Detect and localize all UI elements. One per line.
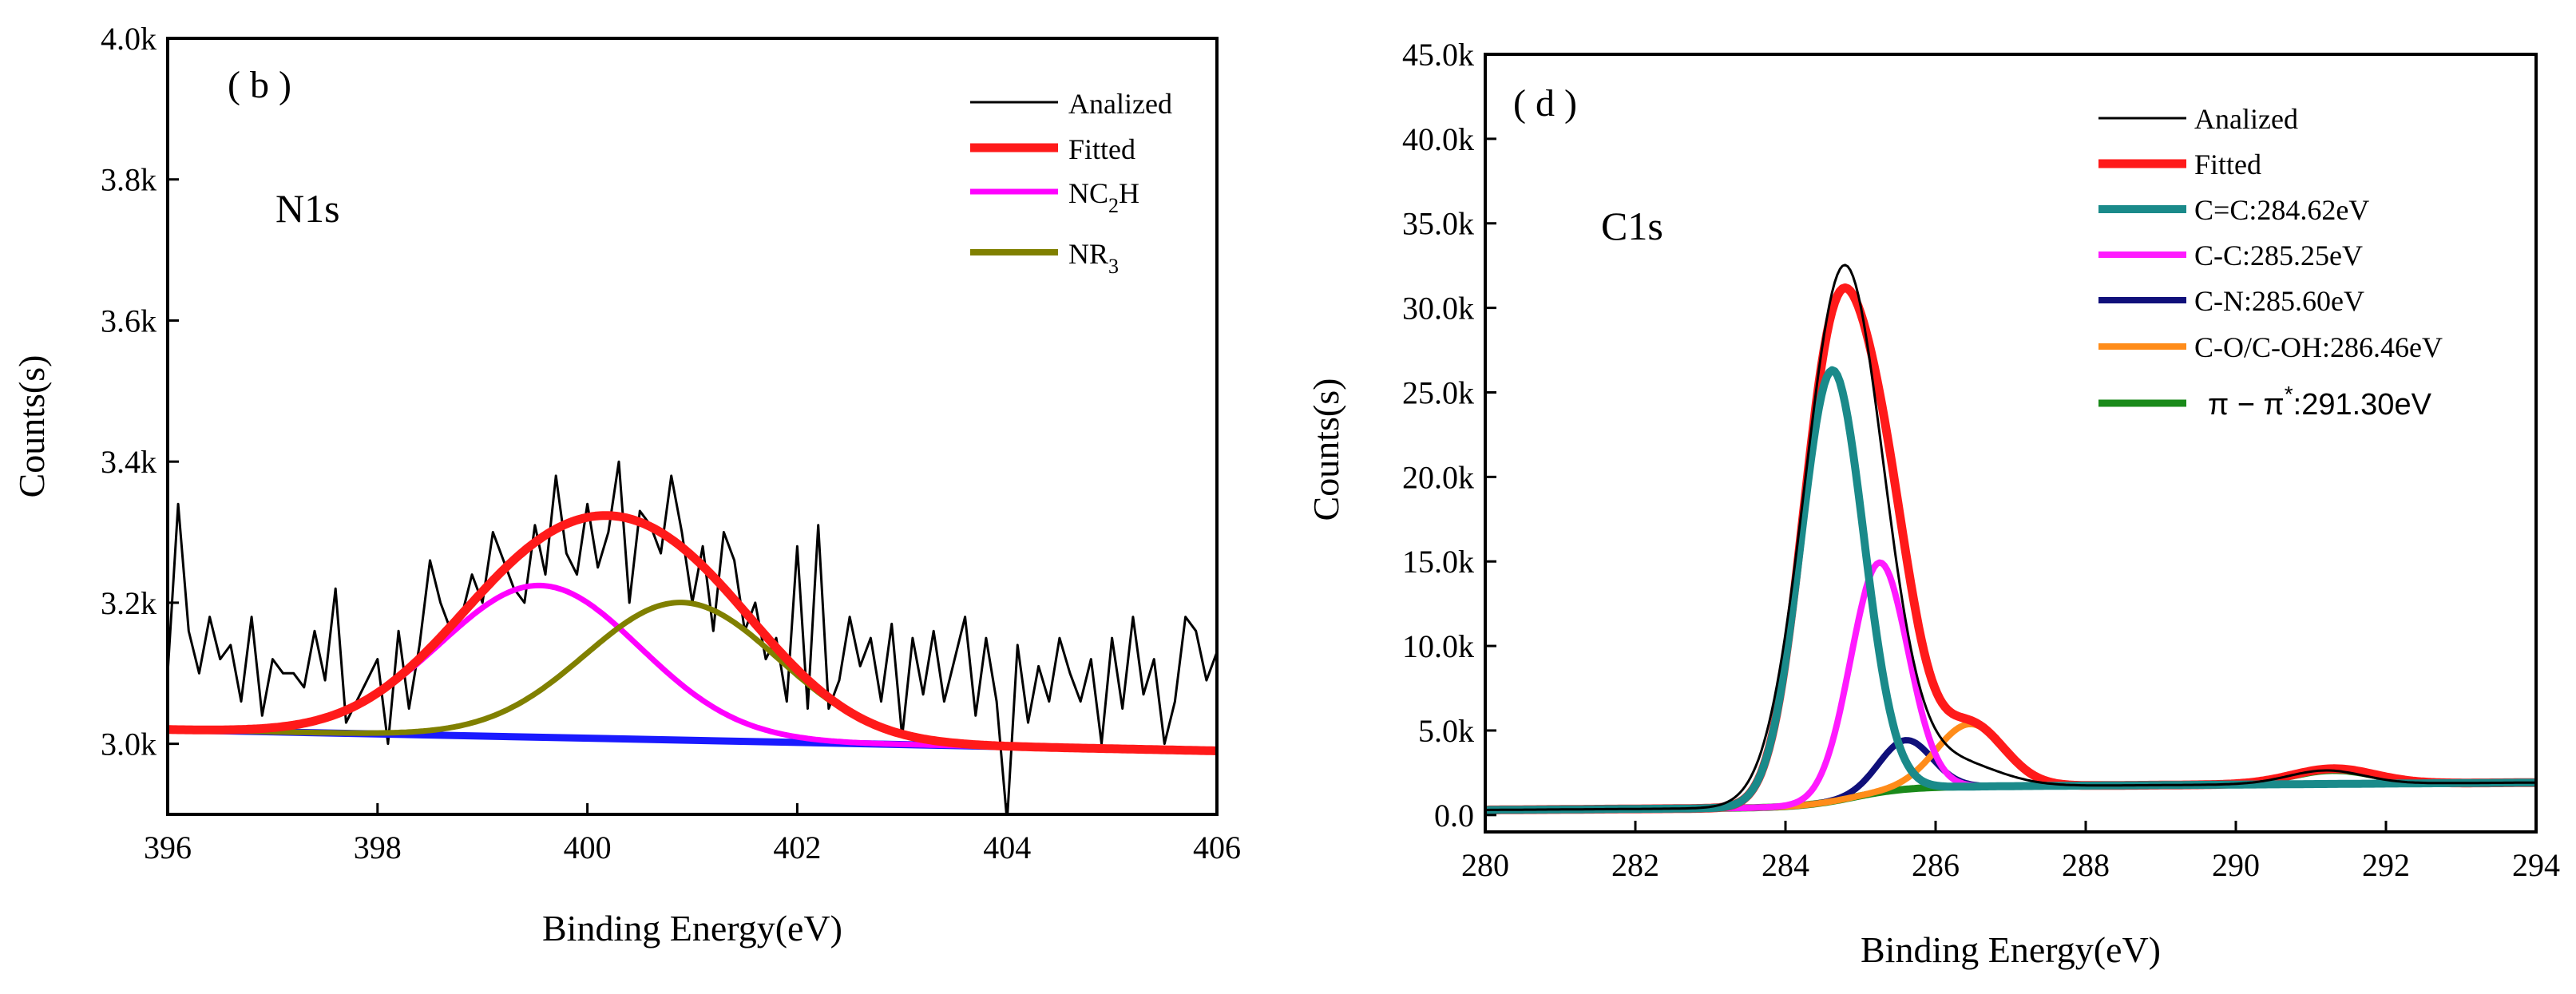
series-analized <box>168 460 1217 814</box>
legend-label: π − π*:291.30eV <box>2208 382 2432 422</box>
x-tick-label: 396 <box>144 830 192 865</box>
y-tick-label: 35.0k <box>1402 206 1474 242</box>
plot-frame <box>166 37 1219 816</box>
y-tick-label: 40.0k <box>1402 121 1474 157</box>
y-tick-label: 3.8k <box>101 162 157 198</box>
legend-label: C-O/C-OH:286.46eV <box>2194 331 2443 363</box>
x-tick-label: 284 <box>1762 847 1809 883</box>
y-tick-label: 45.0k <box>1402 37 1474 73</box>
y-tick-label: 30.0k <box>1402 291 1474 327</box>
y-tick-label: 0.0 <box>1434 798 1474 834</box>
y-axis-label: Counts(s) <box>1306 378 1346 521</box>
x-tick-label: 286 <box>1912 847 1960 883</box>
x-tick-label: 280 <box>1461 847 1509 883</box>
x-tick-label: 404 <box>983 830 1031 865</box>
x-tick-label: 402 <box>773 830 821 865</box>
x-axis-label: Binding Energy(eV) <box>1861 929 2161 970</box>
series-analized <box>1485 263 2536 811</box>
legend-label: C-N:285.60eV <box>2194 285 2364 317</box>
series-fitted <box>168 511 1217 755</box>
y-tick-label: 15.0k <box>1402 544 1474 580</box>
y-tick-label: 5.0k <box>1418 713 1474 749</box>
y-axis-label: Counts(s) <box>11 355 52 498</box>
legend: Analized Fitted C=C:284.62eV C-C:285.25e… <box>2098 103 2443 422</box>
x-tick-label: 288 <box>2062 847 2110 883</box>
legend-label: C-C:285.25eV <box>2194 240 2363 271</box>
series-c-o-c-oh-286-46ev <box>1485 720 2536 814</box>
y-tick-label: 4.0k <box>101 21 157 57</box>
series-fitted <box>1485 283 2536 814</box>
y-tick-label: 20.0k <box>1402 459 1474 495</box>
element-label: N1s <box>275 186 340 231</box>
y-tick-label: 3.4k <box>101 444 157 480</box>
chart-c1s: 280 282 284 286 288 290 292 294 0.0 5.0k 10.0k 15.0… <box>1306 37 2560 970</box>
y-tick-label: 25.0k <box>1402 374 1474 410</box>
x-tick-label: 292 <box>2362 847 2410 883</box>
legend-label: Fitted <box>2194 149 2261 180</box>
legend-label: NR3 <box>1068 238 1119 278</box>
x-axis-label: Binding Energy(eV) <box>542 908 842 948</box>
legend-label: NC2H <box>1068 177 1139 217</box>
y-tick-label: 3.0k <box>101 727 157 762</box>
element-label: C1s <box>1601 204 1663 248</box>
series-c-c-284-62ev <box>1485 366 2536 814</box>
y-tick-label: 3.6k <box>101 303 157 339</box>
x-tick-label: 406 <box>1193 830 1241 865</box>
x-tick-label: 294 <box>2512 847 2560 883</box>
legend: Analized Fitted NC2H NR3 <box>970 88 1172 278</box>
legend-label: Fitted <box>1068 133 1135 165</box>
x-tick-label: 290 <box>2212 847 2260 883</box>
plot-frame <box>1484 53 2538 834</box>
x-tick-label: 398 <box>354 830 402 865</box>
legend-label: Analized <box>2194 103 2298 135</box>
legend-label: Analized <box>1068 88 1172 120</box>
panel-label: ( d ) <box>1513 82 1577 125</box>
chart-n1s: 396 398 400 402 404 406 3.0k 3.2k 3.4k 3.6k 3.8k 4.… <box>11 21 1241 948</box>
series-nc2h <box>168 582 1217 754</box>
y-tick-label: 10.0k <box>1402 628 1474 664</box>
x-tick-label: 400 <box>564 830 612 865</box>
y-tick-label: 3.2k <box>101 585 157 621</box>
panel-label: ( b ) <box>228 64 291 106</box>
legend-label: C=C:284.62eV <box>2194 194 2369 226</box>
x-tick-label: 282 <box>1611 847 1659 883</box>
